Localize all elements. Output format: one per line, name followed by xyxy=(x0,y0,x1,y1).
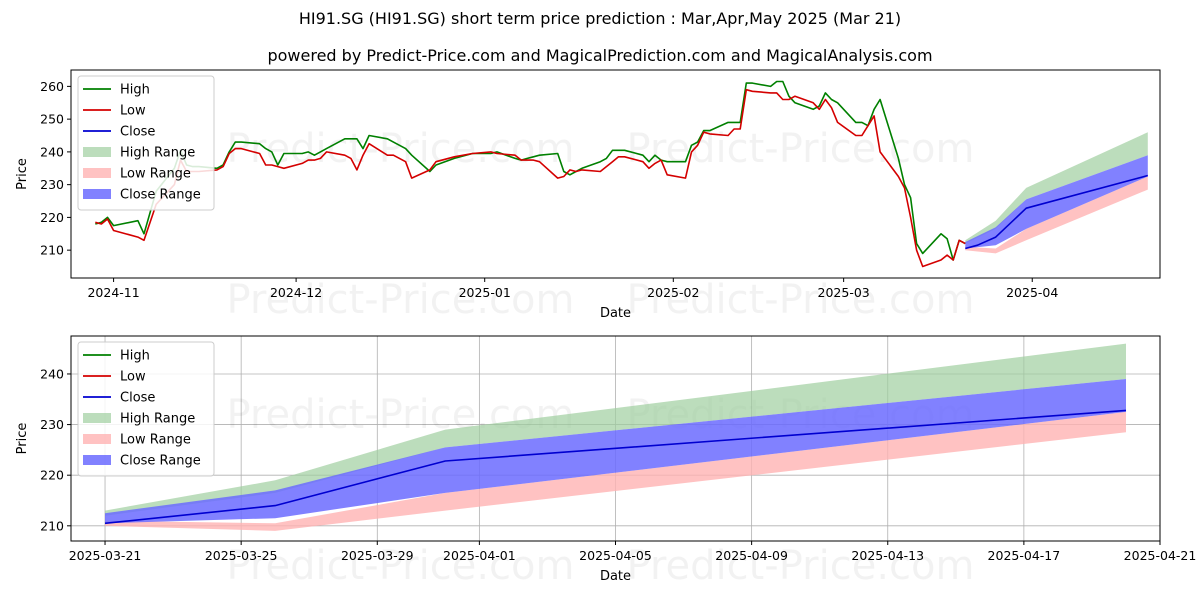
bottom-legend: High Low Close High Range Low Range Close Ran… xyxy=(77,341,215,477)
bottom-y-tick-label: 220 xyxy=(40,468,64,483)
bottom-legend-label-close-range: Close Range xyxy=(120,454,201,469)
top-y-tick-label: 220 xyxy=(40,210,64,225)
bottom-x-tick-label: 2025-04-17 xyxy=(988,548,1061,563)
chart-title: HI91.SG (HI91.SG) short term price predi… xyxy=(298,9,902,28)
bottom-close-range-band xyxy=(105,379,1126,524)
bottom-legend-label-high-range: High Range xyxy=(120,412,195,427)
top-watermark-3: Predict-Price.com xyxy=(627,277,975,323)
top-legend-swatch-high-range xyxy=(83,147,111,157)
top-x-tick-label: 2025-01 xyxy=(459,285,511,300)
top-legend-swatch-low-range xyxy=(83,168,111,178)
top-legend: High Low Close High Range Low Range Close Ran… xyxy=(77,75,215,211)
bottom-y-tick-label: 240 xyxy=(40,366,64,381)
bottom-x-tick-label: 2025-04-05 xyxy=(579,548,652,563)
bottom-watermark-2: Predict-Price.com xyxy=(227,543,575,589)
bottom-x-tick-label: 2025-03-25 xyxy=(205,548,278,563)
bottom-close-line xyxy=(104,409,1127,525)
bottom-y-tick-label: 230 xyxy=(40,417,64,432)
bottom-y-tick-label: 210 xyxy=(40,518,64,533)
top-legend-label-close: Close xyxy=(120,125,155,140)
top-y-tick-label: 230 xyxy=(40,177,64,192)
bottom-watermark-3: Predict-Price.com xyxy=(627,543,975,589)
top-legend-label-high: High xyxy=(120,83,150,98)
top-watermark-0: Predict-Price.com xyxy=(227,126,575,172)
top-close-line xyxy=(965,174,1149,250)
bottom-frame xyxy=(70,335,1161,542)
top-y-tick-label: 240 xyxy=(40,144,64,159)
bottom-legend-label-high: High xyxy=(120,349,150,364)
bottom-x-tick-label: 2025-03-21 xyxy=(69,548,142,563)
top-high-range-band xyxy=(965,132,1148,244)
top-legend-label-low: Low xyxy=(120,104,146,119)
top-legend-swatch-close-range xyxy=(83,189,111,199)
top-legend-label-low-range: Low Range xyxy=(120,167,191,182)
bottom-legend-label-low-range: Low Range xyxy=(120,433,191,448)
bottom-legend-swatch-high-range xyxy=(83,413,111,423)
top-y-tick-label: 250 xyxy=(40,112,64,127)
bottom-x-tick-label: 2025-04-01 xyxy=(443,548,516,563)
bottom-x-tick-label: 2025-04-09 xyxy=(715,548,788,563)
top-watermark-2: Predict-Price.com xyxy=(227,277,575,323)
top-high-line xyxy=(95,80,966,261)
top-x-axis-label: Date xyxy=(600,306,631,321)
bottom-legend-swatch-close-range xyxy=(83,455,111,465)
top-close-range-band xyxy=(965,155,1148,249)
bottom-x-tick-label: 2025-03-29 xyxy=(341,548,414,563)
chart-subtitle: powered by Predict-Price.com and Magical… xyxy=(267,46,933,65)
top-x-tick-label: 2024-12 xyxy=(270,285,322,300)
bottom-legend-label-close: Close xyxy=(120,391,155,406)
bottom-legend-swatch-low-range xyxy=(83,434,111,444)
top-x-tick-label: 2025-04 xyxy=(1006,285,1058,300)
bottom-y-axis-label: Price xyxy=(15,423,30,455)
top-legend-label-high-range: High Range xyxy=(120,146,195,161)
bottom-high-range-band xyxy=(105,343,1126,516)
bottom-x-tick-label: 2025-04-21 xyxy=(1124,548,1197,563)
top-frame xyxy=(70,69,1161,279)
top-legend-label-close-range: Close Range xyxy=(120,188,201,203)
top-y-tick-label: 260 xyxy=(40,79,64,94)
top-watermark-1: Predict-Price.com xyxy=(627,126,975,172)
bottom-x-axis-label: Date xyxy=(600,569,631,584)
top-y-axis-label: Price xyxy=(15,158,30,190)
top-low-line xyxy=(95,88,966,268)
top-y-tick-label: 210 xyxy=(40,243,64,258)
bottom-legend-box xyxy=(77,341,215,477)
bottom-x-tick-label: 2025-04-13 xyxy=(851,548,924,563)
top-x-tick-label: 2024-11 xyxy=(87,285,139,300)
top-legend-box xyxy=(77,75,215,211)
top-x-tick-label: 2025-03 xyxy=(818,285,870,300)
bottom-legend-label-low: Low xyxy=(120,370,146,385)
top-x-tick-label: 2025-02 xyxy=(647,285,699,300)
